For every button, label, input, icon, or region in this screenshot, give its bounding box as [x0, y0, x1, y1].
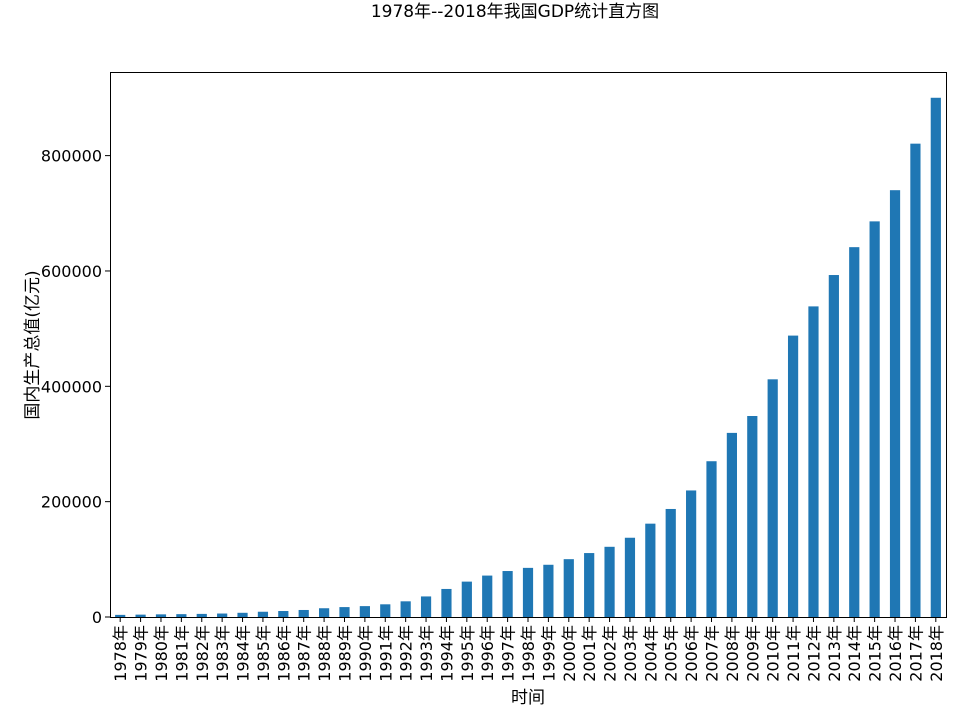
bar-2017年: [910, 143, 921, 617]
bar-1995年: [461, 581, 472, 617]
x-tick-label: 1994年: [437, 625, 456, 682]
x-tick-label: 2014年: [845, 625, 864, 682]
x-tick-label: 2012年: [804, 625, 823, 682]
y-tick-label: 200000: [41, 493, 102, 512]
bar-2013年: [828, 275, 839, 617]
bar-2003年: [624, 537, 636, 617]
x-tick-label: 2002年: [601, 625, 620, 682]
y-tick-label: 600000: [41, 262, 102, 281]
x-tick-label: 1995年: [458, 625, 477, 682]
bar-2018年: [930, 97, 941, 617]
x-tick-label: 2000年: [560, 625, 579, 682]
bar-1983年: [217, 613, 228, 617]
bar-2011年: [787, 335, 799, 617]
x-tick-label: 2010年: [764, 625, 783, 682]
chart-title: 1978年--2018年我国GDP统计直方图: [371, 2, 659, 22]
y-axis: 0 200000 400000 600000 800000: [41, 147, 110, 627]
x-tick-label: 1985年: [254, 625, 273, 682]
bar-1979年: [135, 614, 146, 617]
x-tick-label: 1987年: [295, 625, 314, 682]
x-tick-label: 2005年: [662, 625, 681, 682]
bar-2006年: [686, 490, 697, 617]
bar-2001年: [584, 553, 595, 617]
x-tick-label: 2008年: [723, 625, 742, 682]
x-tick-label: 2006年: [682, 625, 701, 682]
bar-2014年: [849, 247, 860, 617]
x-tick-label: 1979年: [132, 625, 151, 682]
x-tick-label: 1992年: [397, 625, 416, 682]
bar-1990年: [359, 606, 370, 617]
bar-1994年: [441, 588, 452, 617]
bar-1997年: [502, 571, 513, 617]
bar-2000年: [563, 559, 574, 617]
x-tick-label: 2004年: [641, 625, 660, 682]
bar-2004年: [645, 523, 656, 617]
bar-2012年: [808, 306, 819, 617]
bar-1986年: [278, 611, 289, 617]
bar-1989年: [339, 607, 350, 617]
x-tick-label: 1988年: [315, 625, 334, 682]
x-tick-label: 1991年: [376, 625, 395, 682]
x-axis: 1978年 1979年 1980年 1981年 1982年 1983年 1984年 1985年…: [111, 617, 946, 682]
x-tick-label: 2001年: [580, 625, 599, 682]
plot-frame: [110, 72, 947, 618]
x-tick-label: 1990年: [356, 625, 375, 682]
x-tick-label: 2009年: [743, 625, 762, 682]
bar-1998年: [522, 567, 534, 617]
bar-2005年: [665, 508, 676, 617]
x-tick-label: 1993年: [417, 625, 436, 682]
x-tick-label: 2003年: [621, 625, 640, 682]
bar-1996年: [482, 575, 493, 617]
x-tick-label: 1986年: [274, 625, 293, 682]
bar-1980年: [155, 614, 167, 617]
y-tick-label: 0: [92, 608, 102, 627]
x-tick-label: 2016年: [886, 625, 905, 682]
bar-1982年: [196, 613, 207, 617]
bar-2008年: [726, 432, 737, 617]
x-tick-label: 1978年: [111, 625, 130, 682]
bar-1987年: [298, 609, 309, 617]
x-tick-label: 1980年: [152, 625, 171, 682]
x-tick-label: 1982年: [193, 625, 212, 682]
x-tick-label: 1996年: [478, 625, 497, 682]
bar-1993年: [420, 596, 432, 617]
bar-1984年: [237, 612, 248, 617]
x-tick-label: 1984年: [234, 625, 253, 682]
x-tick-label: 2007年: [703, 625, 722, 682]
y-axis-label: 国内生产总值(亿元): [23, 270, 43, 419]
bar-2015年: [869, 221, 880, 617]
x-tick-label: 2017年: [906, 625, 925, 682]
bar-1985年: [257, 611, 269, 617]
bar-2002年: [604, 546, 615, 617]
x-tick-label: 2015年: [866, 625, 885, 682]
bar-1978年: [115, 614, 126, 617]
x-axis-label: 时间: [511, 688, 545, 708]
x-tick-label: 2011年: [784, 625, 803, 682]
x-tick-label: 1998年: [519, 625, 538, 682]
bar-2007年: [706, 461, 717, 617]
bars-group: [115, 97, 941, 617]
y-tick-label: 400000: [41, 377, 102, 396]
y-tick-label: 800000: [41, 147, 102, 166]
bar-2009年: [747, 416, 758, 617]
x-tick-label: 1981年: [172, 625, 191, 682]
bar-1992年: [400, 601, 411, 617]
x-tick-label: 2013年: [825, 625, 844, 682]
bar-1981年: [176, 614, 187, 617]
x-tick-label: 1983年: [213, 625, 232, 682]
bar-2016年: [889, 190, 901, 617]
bar-1991年: [380, 604, 391, 617]
bar-1988年: [319, 608, 330, 617]
x-tick-label: 2018年: [927, 625, 946, 682]
x-tick-label: 1997年: [499, 625, 518, 682]
bar-1999年: [543, 564, 554, 617]
bar-2010年: [767, 379, 778, 617]
x-tick-label: 1999年: [539, 625, 558, 682]
x-tick-label: 1989年: [335, 625, 354, 682]
